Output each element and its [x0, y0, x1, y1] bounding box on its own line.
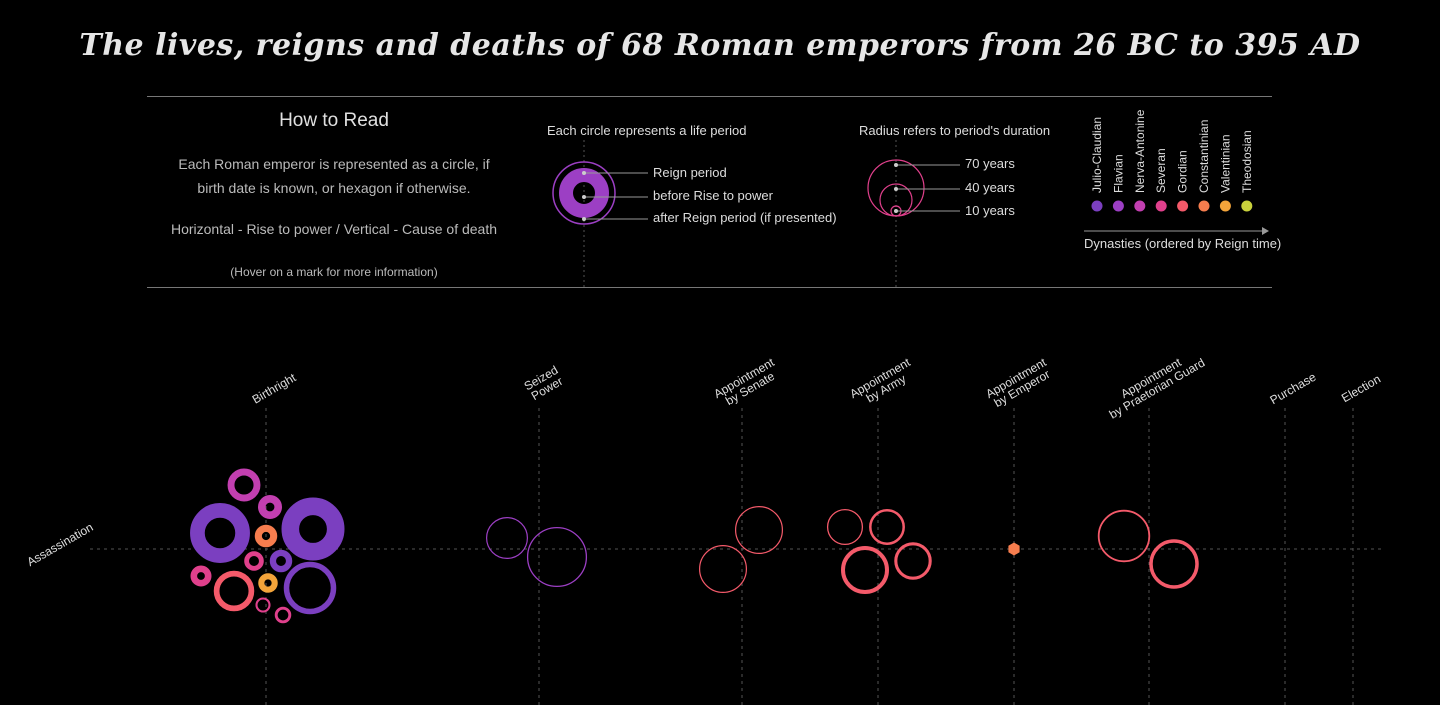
radius-legend-10: 10 years — [965, 203, 1015, 218]
legend-sample-outer — [552, 161, 616, 225]
circle-legend-before: before Rise to power — [653, 188, 773, 203]
how-to-read-line2: Horizontal - Rise to power / Vertical - … — [170, 221, 498, 237]
emperor-circle[interactable] — [526, 526, 588, 588]
circle-legend-heading: Each circle represents a life period — [547, 123, 747, 138]
emperor-circle[interactable] — [698, 544, 747, 593]
dynasty-swatch — [1155, 200, 1167, 212]
legend-sample-reign — [559, 168, 609, 218]
emperor-circle[interactable] — [1149, 539, 1199, 589]
emperor-circle[interactable] — [841, 546, 889, 594]
circle-legend-reign: Reign period — [653, 165, 727, 180]
column-label: Purchase — [1268, 370, 1319, 408]
column-label: Appointmentby Senate — [711, 355, 783, 412]
dynasty-label: Flavian — [1111, 154, 1125, 193]
emperor-circle[interactable] — [894, 542, 932, 580]
row-label: Assassination — [24, 520, 95, 569]
column-label: Election — [1339, 372, 1383, 405]
dynasty-swatch — [1198, 200, 1210, 212]
emperor-circle[interactable] — [283, 561, 337, 615]
column-label: Appointmentby Praetorian Guard — [1101, 345, 1208, 422]
top-divider — [147, 96, 1272, 97]
how-to-read-hint: (Hover on a mark for more information) — [230, 265, 438, 279]
dynasty-swatch — [1112, 200, 1124, 212]
emperor-circle[interactable] — [254, 524, 278, 548]
radius-leader-dot-10 — [894, 209, 898, 213]
dynasty-label: Theodosian — [1240, 130, 1254, 193]
how-to-read-heading: How to Read — [279, 110, 389, 131]
radius-leader-dot-70 — [894, 163, 898, 167]
dynasty-swatch — [1091, 200, 1103, 212]
dynasty-label: Julio-Claudian — [1090, 117, 1104, 193]
bottom-divider — [147, 287, 1272, 288]
page-title: The lives, reigns and deaths of 68 Roman… — [79, 28, 1361, 63]
dynasty-swatch — [1241, 200, 1253, 212]
emperor-circle[interactable] — [257, 494, 282, 519]
dynasty-legend-caption: Dynasties (ordered by Reign time) — [1084, 236, 1282, 251]
how-to-read-line1: Each Roman emperor is represented as a c… — [178, 156, 490, 196]
emperor-circle[interactable] — [258, 573, 278, 593]
legend-leader-dot-reign — [582, 171, 586, 175]
emperor-circle[interactable] — [274, 606, 292, 624]
dynasty-swatch — [1134, 200, 1146, 212]
dynasty-swatch — [1177, 200, 1189, 212]
radius-legend-heading: Radius refers to period's duration — [859, 123, 1051, 138]
column-label: Birthright — [250, 370, 299, 406]
emperor-circle[interactable] — [1097, 509, 1151, 563]
dynasty-swatch — [1219, 200, 1231, 212]
emperor-circle[interactable] — [486, 516, 529, 559]
radius-legend-70: 70 years — [965, 156, 1015, 171]
circle-legend-after: after Reign period (if presented) — [653, 210, 837, 225]
emperor-circle[interactable] — [213, 570, 255, 612]
emperor-hexagon[interactable] — [1008, 542, 1020, 556]
emperor-circle[interactable] — [244, 551, 264, 571]
emperor-circle[interactable] — [826, 508, 864, 546]
emperor-circle[interactable] — [190, 565, 212, 587]
dynasty-label: Valentinian — [1218, 135, 1232, 194]
column-label: SeizedPower — [522, 363, 567, 404]
emperor-circle[interactable] — [190, 503, 250, 563]
dynasty-label: Severan — [1154, 148, 1168, 193]
dynasty-label: Gordian — [1176, 150, 1190, 193]
legend-leader-dot-after — [582, 217, 586, 221]
radius-legend-40: 40 years — [965, 180, 1015, 195]
legend-leader-dot-before — [582, 195, 586, 199]
emperor-circle[interactable] — [227, 468, 261, 502]
emperor-circle[interactable] — [269, 549, 293, 573]
column-label: Appointmentby Emperor — [983, 355, 1055, 412]
dynasty-label: Nerva-Antonine — [1133, 109, 1147, 193]
column-label: Appointmentby Army — [847, 355, 919, 412]
emperor-circle[interactable] — [255, 597, 271, 613]
emperor-circle[interactable] — [869, 509, 905, 545]
dynasty-label: Constantinian — [1197, 120, 1211, 193]
radius-leader-dot-40 — [894, 187, 898, 191]
dynasty-arrow-head — [1262, 227, 1269, 235]
emperor-circle[interactable] — [281, 497, 345, 561]
emperor-circle[interactable] — [734, 506, 783, 555]
